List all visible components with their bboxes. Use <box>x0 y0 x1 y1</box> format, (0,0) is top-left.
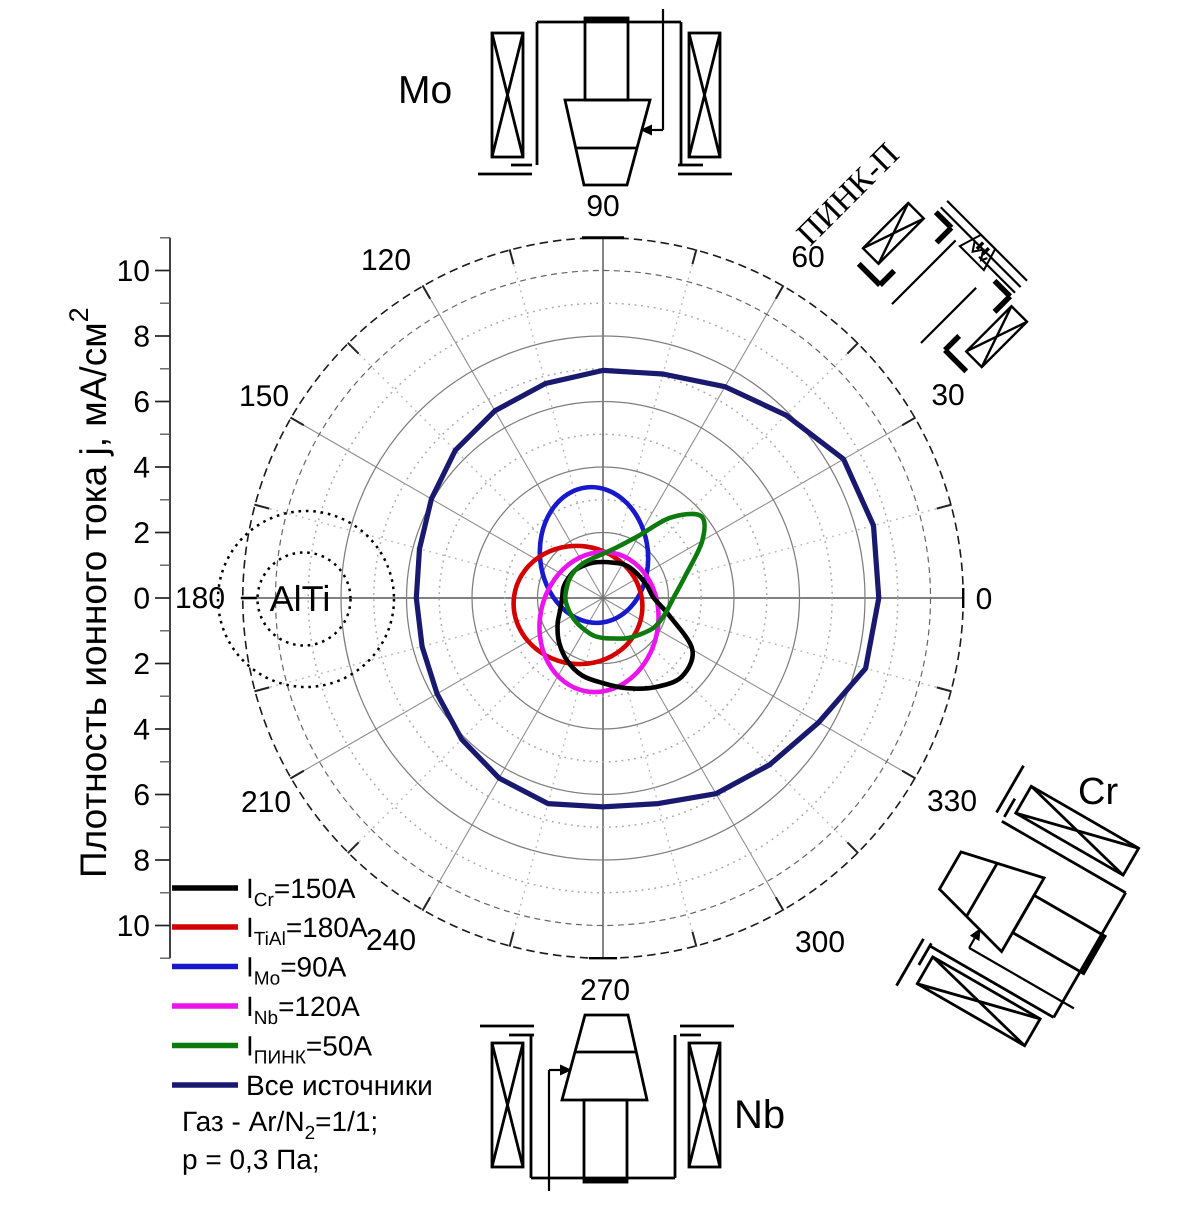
svg-text:Cr: Cr <box>1078 771 1118 813</box>
svg-text:8: 8 <box>133 321 150 354</box>
svg-text:AlTi: AlTi <box>270 578 331 619</box>
svg-text:6: 6 <box>133 386 150 419</box>
svg-text:p = 0,3 Па;: p = 0,3 Па; <box>182 1144 320 1175</box>
svg-text:2: 2 <box>133 517 150 550</box>
svg-text:4: 4 <box>133 714 150 747</box>
svg-text:0: 0 <box>133 583 150 616</box>
svg-text:Плотность ионного тока j, мА/с: Плотность ионного тока j, мА/см2 <box>64 307 114 878</box>
svg-text:6: 6 <box>133 779 150 812</box>
svg-text:300: 300 <box>795 926 845 959</box>
svg-text:Все источники: Все источники <box>246 1070 433 1101</box>
svg-text:150: 150 <box>239 380 289 413</box>
svg-text:10: 10 <box>117 910 150 943</box>
svg-text:2: 2 <box>133 648 150 681</box>
svg-text:240: 240 <box>366 924 416 957</box>
svg-text:180: 180 <box>175 582 225 615</box>
svg-text:90: 90 <box>586 190 619 223</box>
svg-text:Mo: Mo <box>398 69 452 112</box>
svg-text:8: 8 <box>133 845 150 878</box>
svg-text:60: 60 <box>791 241 824 274</box>
svg-text:0: 0 <box>976 583 993 616</box>
svg-text:Nb: Nb <box>734 1093 785 1137</box>
svg-text:210: 210 <box>241 786 291 819</box>
svg-text:10: 10 <box>117 255 150 288</box>
svg-text:330: 330 <box>927 785 977 818</box>
svg-text:270: 270 <box>580 974 630 1007</box>
svg-text:120: 120 <box>361 244 411 277</box>
svg-text:30: 30 <box>931 379 964 412</box>
svg-text:4: 4 <box>133 452 150 485</box>
